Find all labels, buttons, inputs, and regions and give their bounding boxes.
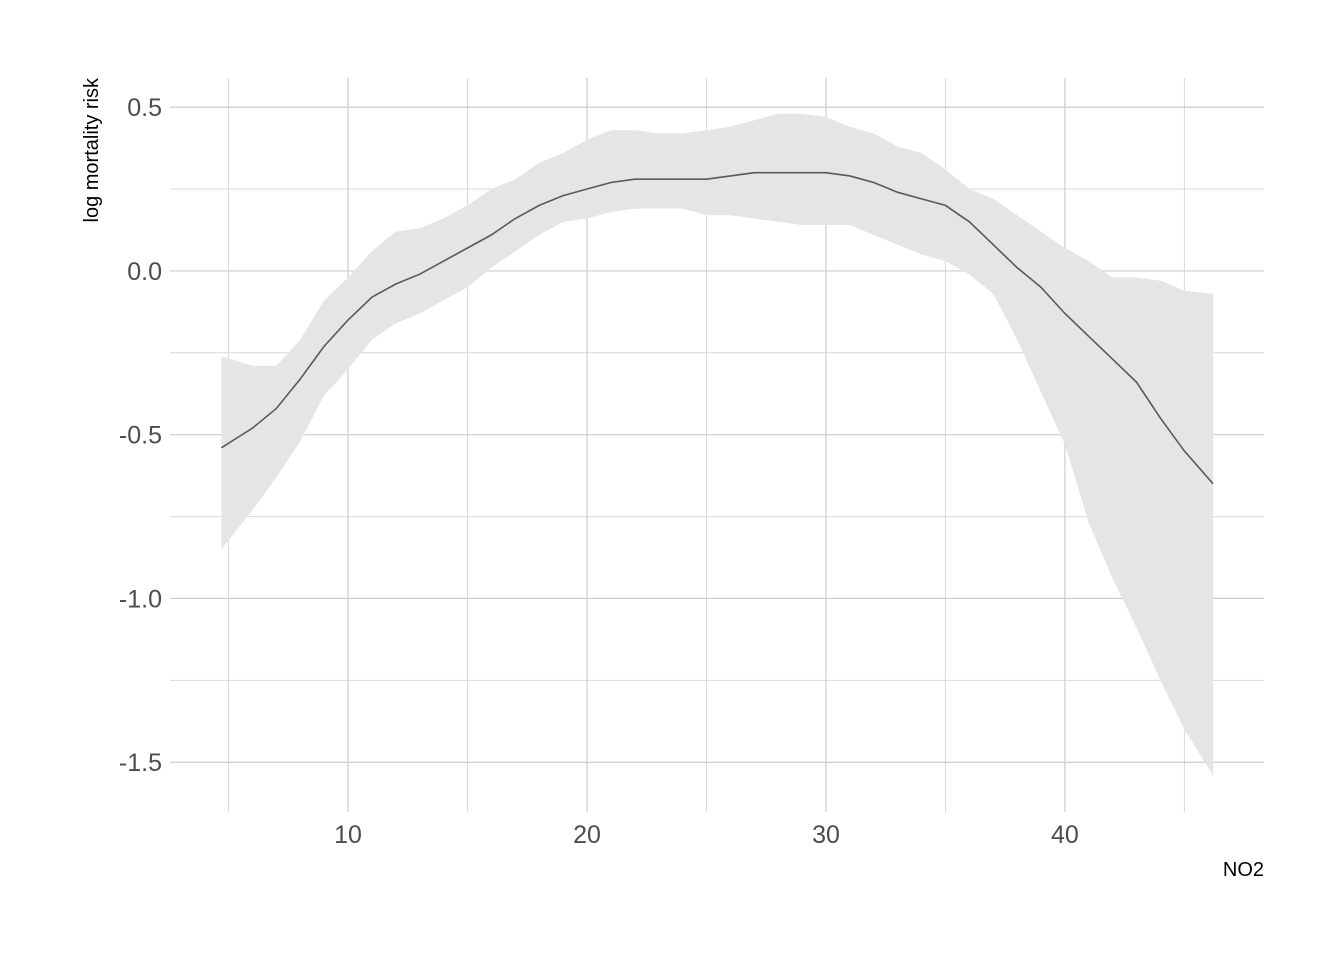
x-tick-label: 10 <box>334 821 362 849</box>
y-tick-label: -1.0 <box>119 585 162 613</box>
y-tick-label: -1.5 <box>119 749 162 777</box>
x-axis-label: NO2 <box>1223 859 1264 881</box>
line <box>220 171 1214 485</box>
confidence-band <box>221 113 1214 776</box>
y-tick-label: 0.0 <box>127 258 162 286</box>
y-tick-label: -0.5 <box>119 422 162 450</box>
x-tick-label: 40 <box>1051 821 1079 849</box>
y-tick-label: 0.5 <box>127 94 162 122</box>
y-axis-label: log mortality risk <box>81 77 103 222</box>
x-tick-label: 20 <box>573 821 601 849</box>
x-tick-label: 30 <box>812 821 840 849</box>
